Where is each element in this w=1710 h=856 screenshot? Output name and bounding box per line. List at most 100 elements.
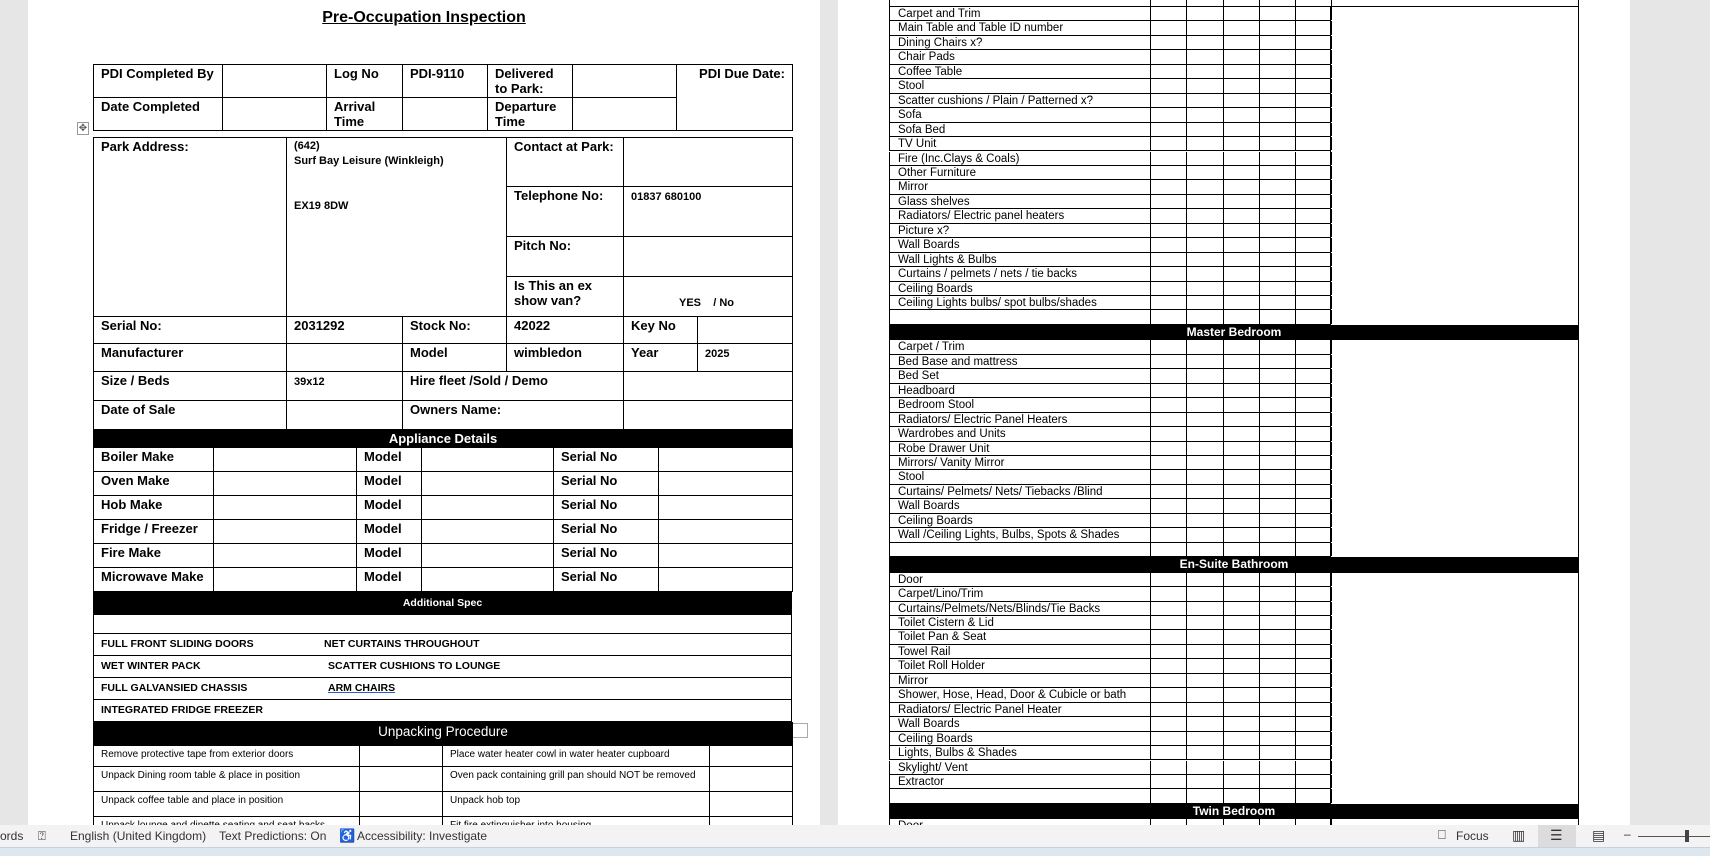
checklist-checkbox-cell[interactable] (1295, 542, 1332, 557)
checklist-checkbox-cell[interactable] (1223, 717, 1260, 731)
checklist-checkbox-cell[interactable] (1186, 499, 1223, 513)
checklist-checkbox-cell[interactable] (1150, 64, 1187, 79)
checklist-checkbox-cell[interactable] (1295, 21, 1332, 35)
checklist-checkbox-cell[interactable] (1186, 238, 1223, 252)
checklist-checkbox-cell[interactable] (1295, 296, 1332, 310)
checklist-checkbox-cell[interactable] (1295, 108, 1332, 122)
checklist-checkbox-cell[interactable] (1259, 35, 1296, 50)
checklist-checkbox-cell[interactable] (1150, 587, 1187, 601)
checklist-checkbox-cell[interactable] (1150, 194, 1187, 209)
checklist-checkbox-cell[interactable] (1259, 194, 1296, 209)
checklist-checkbox-cell[interactable] (1186, 310, 1223, 324)
checklist-checkbox-cell[interactable] (1186, 731, 1223, 746)
checklist-checkbox-cell[interactable] (1259, 79, 1296, 93)
checklist-checkbox-cell[interactable] (1259, 731, 1296, 746)
checklist-checkbox-cell[interactable] (1259, 601, 1296, 615)
checklist-checkbox-cell[interactable] (1295, 165, 1332, 180)
appliance-make-field[interactable] (213, 519, 357, 544)
checklist-checkbox-cell[interactable] (1259, 774, 1296, 789)
checklist-checkbox-cell[interactable] (1259, 151, 1296, 165)
accessibility-status[interactable]: Accessibility: Investigate (357, 829, 488, 843)
checklist-checkbox-cell[interactable] (1259, 470, 1296, 484)
checklist-checkbox-cell[interactable] (1259, 252, 1296, 267)
checklist-checkbox-cell[interactable] (1186, 644, 1223, 659)
checklist-checkbox-cell[interactable] (1259, 484, 1296, 499)
checklist-checkbox-cell[interactable] (1295, 513, 1332, 528)
checklist-checkbox-cell[interactable] (1223, 108, 1260, 122)
checklist-checkbox-cell[interactable] (1186, 441, 1223, 455)
checklist-checkbox-cell[interactable] (1259, 223, 1296, 238)
checklist-checkbox-cell[interactable] (1223, 267, 1260, 281)
checklist-checkbox-cell[interactable] (1223, 789, 1260, 803)
checklist-checkbox-cell[interactable] (1186, 572, 1223, 587)
date-of-sale-field[interactable] (286, 400, 403, 430)
checklist-checkbox-cell[interactable] (1223, 499, 1260, 513)
checklist-checkbox-cell[interactable] (1186, 528, 1223, 542)
checklist-checkbox-cell[interactable] (1186, 587, 1223, 601)
checklist-checkbox-cell[interactable] (1223, 238, 1260, 252)
checklist-checkbox-cell[interactable] (1259, 616, 1296, 630)
stock-value[interactable]: 42022 (506, 316, 624, 344)
checklist-checkbox-cell[interactable] (1150, 659, 1187, 673)
checklist-checkbox-cell[interactable] (1295, 484, 1332, 499)
checklist-checkbox-cell[interactable] (1259, 267, 1296, 281)
checklist-checkbox-cell[interactable] (1186, 369, 1223, 383)
checklist-checkbox-cell[interactable] (1150, 717, 1187, 731)
checklist-checkbox-cell[interactable] (1186, 151, 1223, 165)
checklist-checkbox-cell[interactable] (1186, 165, 1223, 180)
appliance-model-field[interactable] (421, 447, 554, 472)
checklist-checkbox-cell[interactable] (1150, 296, 1187, 310)
checklist-checkbox-cell[interactable] (1259, 180, 1296, 194)
checklist-checkbox-cell[interactable] (1186, 630, 1223, 644)
checklist-checkbox-cell[interactable] (1295, 383, 1332, 398)
checklist-checkbox-cell[interactable] (1295, 630, 1332, 644)
checklist-checkbox-cell[interactable] (1259, 238, 1296, 252)
unpacking-check[interactable] (708, 745, 794, 767)
pitch-field[interactable] (623, 236, 793, 277)
checklist-checkbox-cell[interactable] (1223, 64, 1260, 79)
checklist-checkbox-cell[interactable] (1295, 499, 1332, 513)
unpacking-check[interactable] (359, 791, 443, 817)
checklist-checkbox-cell[interactable] (1295, 122, 1332, 137)
checklist-checkbox-cell[interactable] (1223, 513, 1260, 528)
checklist-checkbox-cell[interactable] (1295, 441, 1332, 455)
checklist-checkbox-cell[interactable] (1186, 774, 1223, 789)
document-page-left[interactable]: Pre-Occupation Inspection PDI Completed … (28, 0, 820, 842)
checklist-checkbox-cell[interactable] (1186, 35, 1223, 50)
appliance-serial-field[interactable] (658, 567, 793, 592)
checklist-checkbox-cell[interactable] (1150, 281, 1187, 295)
checklist-checkbox-cell[interactable] (1259, 542, 1296, 557)
checklist-checkbox-cell[interactable] (1186, 659, 1223, 673)
checklist-checkbox-cell[interactable] (1259, 717, 1296, 731)
unpacking-check[interactable] (708, 766, 794, 792)
checklist-checkbox-cell[interactable] (1150, 542, 1187, 557)
checklist-checkbox-cell[interactable] (1150, 470, 1187, 484)
checklist-checkbox-cell[interactable] (1150, 7, 1187, 21)
checklist-checkbox-cell[interactable] (1259, 702, 1296, 717)
checklist-checkbox-cell[interactable] (1186, 180, 1223, 194)
checklist-checkbox-cell[interactable] (1295, 688, 1332, 702)
checklist-checkbox-cell[interactable] (1223, 21, 1260, 35)
checklist-checkbox-cell[interactable] (1223, 340, 1260, 354)
checklist-checkbox-cell[interactable] (1150, 223, 1187, 238)
spec-cell[interactable]: FULL GALVANSIED CHASSIS ARM CHAIRS (93, 677, 792, 700)
checklist-checkbox-cell[interactable] (1186, 601, 1223, 615)
key-field[interactable] (697, 316, 793, 344)
checklist-checkbox-cell[interactable] (1186, 223, 1223, 238)
checklist-checkbox-cell[interactable] (1295, 470, 1332, 484)
checklist-checkbox-cell[interactable] (1295, 7, 1332, 21)
checklist-checkbox-cell[interactable] (1223, 122, 1260, 137)
checklist-checkbox-cell[interactable] (1223, 35, 1260, 50)
checklist-checkbox-cell[interactable] (1223, 151, 1260, 165)
model-value[interactable]: wimbledon (506, 343, 624, 372)
checklist-checkbox-cell[interactable] (1259, 456, 1296, 470)
checklist-checkbox-cell[interactable] (1259, 427, 1296, 441)
checklist-checkbox-cell[interactable] (1186, 64, 1223, 79)
spec-cell[interactable]: INTEGRATED FRIDGE FREEZER (93, 699, 792, 722)
word-count[interactable]: ords (0, 829, 24, 843)
checklist-notes-cell[interactable] (1330, 572, 1579, 804)
zoom-out-button[interactable]: – (1624, 827, 1631, 841)
checklist-checkbox-cell[interactable] (1295, 93, 1332, 108)
document-page-right[interactable]: Carpet and Trim Main Table and Table ID n… (838, 0, 1630, 825)
checklist-checkbox-cell[interactable] (1295, 746, 1332, 760)
